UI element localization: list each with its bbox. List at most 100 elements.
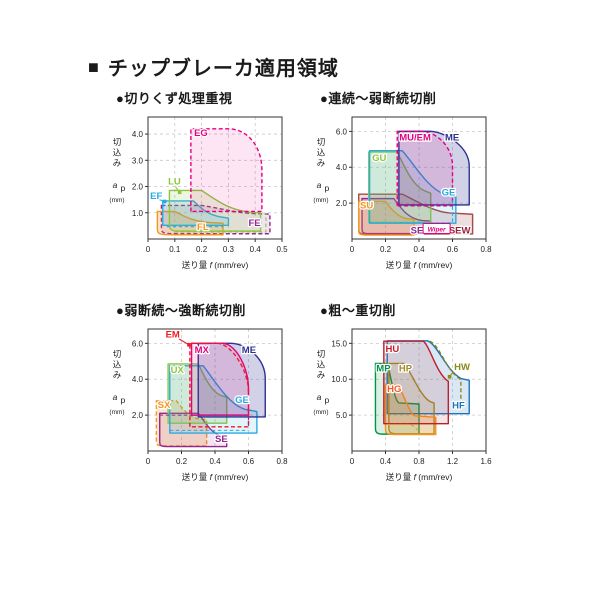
y-tick-label: 4.0 [132, 130, 144, 139]
y-axis-symbol-sub: p [325, 395, 330, 405]
wiper-badge [422, 222, 451, 234]
chart-subtitle: ●粗〜重切削 [320, 303, 396, 318]
region-label-HG: HG [387, 384, 401, 395]
wiper-badge-label: Wiper [428, 226, 446, 233]
y-axis-label-char: 込 [113, 360, 122, 370]
chart-subtitle: ●切りくず処理重視 [116, 91, 233, 106]
region-SU [359, 201, 414, 235]
y-tick-label: 6.0 [336, 127, 348, 136]
y-axis-symbol-sub: p [325, 183, 330, 193]
region-label-HF: HF [452, 401, 465, 412]
region-label-HU: HU [386, 344, 400, 355]
x-tick-label: 1.6 [480, 457, 492, 466]
region-inner-boundary [160, 415, 249, 428]
y-tick-label: 2.0 [132, 411, 144, 420]
region-HU [384, 341, 448, 424]
region-label-MP: MP [376, 363, 391, 374]
region-SE [160, 413, 227, 446]
y-axis-label-char: 切 [113, 349, 122, 359]
region-label-ME: ME [242, 345, 256, 356]
region-label-MX: MX [195, 345, 210, 356]
chart-continuous-light-interrupted: ●連続〜弱断続切削 0 0.2 0.4 0.6 0.8 2.0 4.0 6.0 SEW SE SU G… [306, 88, 520, 279]
chart-subtitle: ●連続〜弱断続切削 [320, 91, 437, 106]
x-tick-label: 0 [350, 245, 355, 254]
region-label-LU: LU [168, 176, 181, 187]
region-EM [190, 343, 249, 426]
y-axis-label-char: み [113, 370, 122, 380]
regions-group [157, 129, 270, 235]
x-tick-label: 0.2 [196, 245, 208, 254]
chart-light-to-heavy-interrupted: ●弱断続〜強断続切削 0 0.2 0.4 0.6 0.8 2.0 4.0 6.0 SX SE UX G… [102, 300, 316, 491]
x-tick-label: 0.4 [250, 245, 262, 254]
x-tick-label: 0.2 [380, 245, 392, 254]
region-label-FE: FE [249, 218, 261, 229]
chart-rough-heavy-cutting: ●粗〜重切削 0 0.4 0.8 1.2 1.6 5.0 10.0 15.0 HF MP HP HG H… [306, 300, 520, 491]
region-HG [386, 385, 436, 435]
x-tick-label: 0.4 [380, 457, 392, 466]
x-tick-label: 0.5 [276, 245, 288, 254]
y-axis-label-char: 切 [317, 137, 326, 147]
x-tick-label: 0.2 [176, 457, 188, 466]
label-callout-marker [177, 190, 182, 195]
region-label-SU: SU [360, 201, 373, 212]
region-label-GU: GU [372, 153, 386, 164]
region-label-UX: UX [171, 365, 185, 376]
x-tick-label: 0 [350, 457, 355, 466]
title-square-marker: ■ [88, 56, 100, 77]
y-axis-label-char: み [113, 158, 122, 168]
x-tick-label: 0.8 [413, 457, 425, 466]
x-tick-label: 0 [146, 245, 151, 254]
x-tick-label: 0.8 [480, 245, 492, 254]
region-ME [399, 131, 469, 205]
x-tick-label: 0.4 [413, 245, 425, 254]
y-axis-unit: (mm) [313, 197, 328, 204]
plot-area [148, 117, 282, 239]
region-label-SEW: SEW [449, 226, 471, 237]
x-tick-label: 0.1 [169, 245, 181, 254]
y-tick-label: 1.0 [132, 209, 144, 218]
label-callout-marker [162, 199, 167, 204]
region-MU/EM [397, 131, 452, 205]
chart-continuous-light-interrupted-plot: 0 0.2 0.4 0.6 0.8 2.0 4.0 6.0 SEW SE SU GU GE ME MU/EM… [306, 116, 520, 270]
x-tick-label: 0.6 [447, 245, 459, 254]
y-axis-label-char: 込 [113, 148, 122, 158]
region-HW [430, 341, 461, 403]
y-axis-symbol-sub: p [121, 395, 126, 405]
y-tick-label: 3.0 [132, 156, 144, 165]
label-callout-marker [187, 342, 191, 347]
region-label-EM: EM [166, 330, 180, 341]
chart-light-to-heavy-interrupted-plot: 0 0.2 0.4 0.6 0.8 2.0 4.0 6.0 SX SE UX GE ME MX EM 切込み a… [102, 328, 316, 482]
region-label-HW: HW [454, 362, 470, 373]
x-tick-label: 0.3 [223, 245, 235, 254]
x-tick-label: 0.6 [243, 457, 255, 466]
region-label-SE: SE [411, 226, 424, 237]
y-tick-label: 10.0 [331, 375, 347, 384]
y-tick-label: 6.0 [132, 339, 144, 348]
x-axis-label: 送り量 f (mm/rev) [182, 472, 249, 482]
y-tick-label: 15.0 [331, 339, 347, 348]
y-axis-label-char: 込 [317, 360, 326, 370]
x-axis-label: 送り量 f (mm/rev) [386, 260, 453, 270]
x-axis-label: 送り量 f (mm/rev) [386, 472, 453, 482]
y-axis-label-char: み [317, 158, 326, 168]
y-axis-symbol-sub: p [121, 183, 126, 193]
y-axis-symbol: a [113, 180, 118, 190]
chart-chip-disposal: ●切りくず処理重視 0 0.1 0.2 0.3 0.4 0.5 1.0 2.0 3.0 4.0 FE… [102, 88, 316, 279]
region-label-ME: ME [445, 132, 459, 143]
plot-border [147, 116, 283, 240]
region-UX [168, 364, 227, 423]
chart-rough-heavy-cutting-plot: 0 0.4 0.8 1.2 1.6 5.0 10.0 15.0 HF MP HP HG HU HW 切込み a… [313, 328, 520, 482]
region-FL [157, 211, 223, 234]
region-EG [191, 129, 262, 212]
region-inner-boundary [175, 213, 266, 232]
y-axis-unit: (mm) [109, 409, 124, 416]
regions-group [156, 343, 265, 446]
chart-chip-disposal-plot: 0 0.1 0.2 0.3 0.4 0.5 1.0 2.0 3.0 4.0 FE FL EF LU EG 切込… [102, 109, 316, 270]
y-axis-label-char: み [317, 370, 326, 380]
region-EF [163, 201, 229, 225]
y-tick-label: 4.0 [132, 375, 144, 384]
x-tick-label: 0.4 [209, 457, 221, 466]
region-label-MU/EM: MU/EM [399, 132, 431, 143]
regions-group [375, 341, 469, 435]
